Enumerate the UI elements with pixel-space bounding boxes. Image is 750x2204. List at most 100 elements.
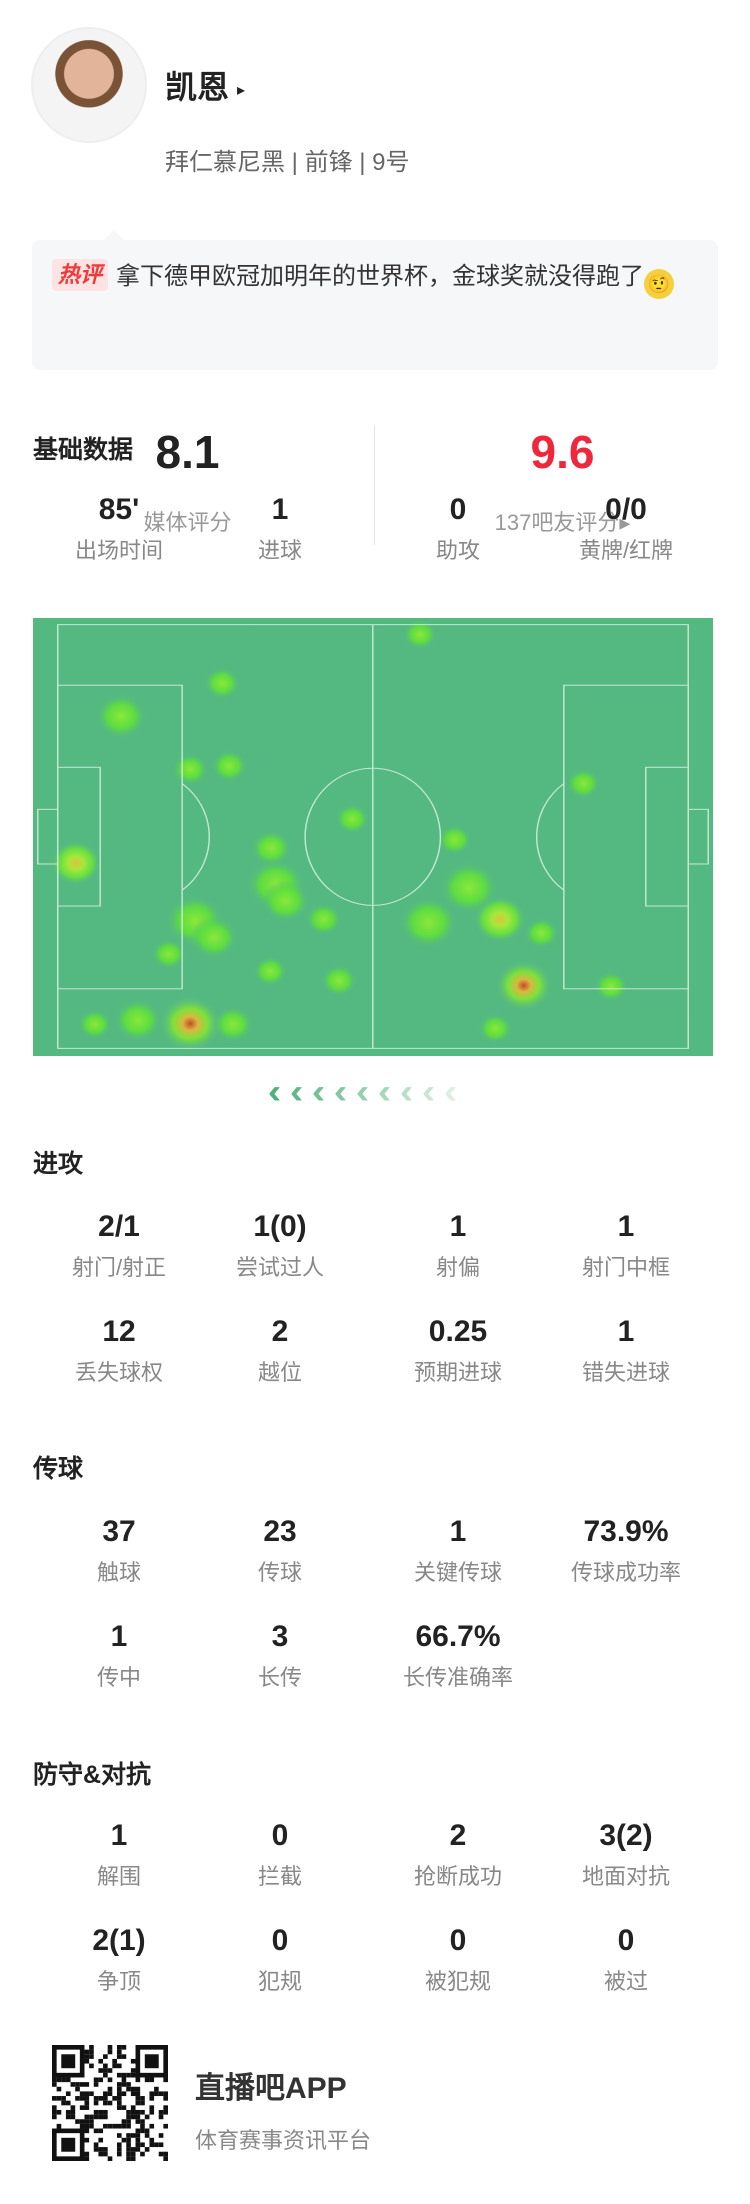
chevron-left-icon: ‹ <box>311 1073 326 1111</box>
heat-spot <box>594 971 628 1002</box>
stat-value: 1 <box>271 493 289 526</box>
stat-label: 拦截 <box>257 1864 302 1889</box>
stat-attack-3: 1 射门中框 <box>536 1210 716 1282</box>
stat-passing-2: 1 关键传球 <box>368 1515 548 1587</box>
stat-label: 传球成功率 <box>570 1560 681 1585</box>
stat-value: 12 <box>102 1315 136 1348</box>
player-info: 拜仁慕尼黑 | 前锋 | 9号 <box>165 149 410 176</box>
stat-attack-0: 2/1 射门/射正 <box>29 1210 209 1282</box>
stat-label: 争顶 <box>96 1969 141 1994</box>
stat-value: 3(2) <box>599 1819 653 1852</box>
stat-label: 越位 <box>257 1360 302 1385</box>
heat-spot <box>95 694 147 739</box>
stat-label: 错失进球 <box>581 1360 670 1385</box>
stat-defense-5: 0 犯规 <box>190 1924 370 1996</box>
stat-attack-2: 1 射偏 <box>368 1210 548 1282</box>
media-score: 8.1 <box>155 426 220 478</box>
heat-spot <box>213 1006 254 1042</box>
stat-value: 2 <box>271 1315 289 1348</box>
stat-value: 0.25 <box>428 1315 488 1348</box>
stat-attack-7: 1 错失进球 <box>536 1315 716 1387</box>
stat-passing-5: 3 长传 <box>190 1620 370 1692</box>
attack-direction-arrows: ‹ ‹ ‹ ‹ ‹ ‹ ‹ ‹ ‹ <box>268 1073 468 1111</box>
stat-basic-3: 0/0 黄牌/红牌 <box>536 493 716 565</box>
stat-passing-6: 66.7% 长传准确率 <box>368 1620 548 1692</box>
stat-label: 被过 <box>603 1969 648 1994</box>
chevron-left-icon: ‹ <box>399 1073 414 1111</box>
stat-attack-5: 2 越位 <box>190 1315 370 1387</box>
stat-defense-3: 3(2) 地面对抗 <box>536 1819 716 1891</box>
stat-defense-0: 1 解围 <box>29 1819 209 1891</box>
section-title-basic: 基础数据 <box>33 436 134 464</box>
stat-defense-2: 2 抢断成功 <box>368 1819 548 1891</box>
stat-attack-1: 1(0) 尝试过人 <box>190 1210 370 1282</box>
hot-comment-text: 拿下德甲欧冠加明年的世界杯，金球奖就没得跑了 <box>116 263 645 290</box>
stat-label: 尝试过人 <box>235 1255 324 1280</box>
stat-label: 关键传球 <box>413 1560 502 1585</box>
qr-code[interactable] <box>52 2045 168 2161</box>
passing-stats: 37 触球 23 传球 1 关键传球 73.9% 传球成功率 1 传中 3 长传 66.7% 长传准确率 <box>0 1515 750 1690</box>
heat-spot <box>204 667 241 699</box>
stat-label: 触球 <box>96 1560 141 1585</box>
heat-spot <box>305 903 342 936</box>
fan-rating[interactable]: 9.6 137吧友评分▸ <box>375 425 750 537</box>
stat-label: 抢断成功 <box>413 1864 502 1889</box>
stat-value: 1 <box>449 1210 467 1243</box>
stat-basic-1: 1 进球 <box>190 493 370 565</box>
player-name[interactable]: 凯恩 ▸ <box>165 62 245 108</box>
stat-value: 2/1 <box>98 1210 140 1243</box>
stat-value: 1 <box>110 1819 128 1852</box>
stat-label: 射门中框 <box>581 1255 670 1280</box>
heat-spot <box>478 1013 513 1044</box>
stat-label: 长传准确率 <box>402 1665 513 1690</box>
stat-value: 85' <box>98 493 140 526</box>
stat-attack-4: 12 丢失球权 <box>29 1315 209 1387</box>
emoji-icon: 🤨 <box>644 269 675 299</box>
app-name: 直播吧APP <box>195 2072 347 2105</box>
heat-spot <box>321 964 357 997</box>
hot-comment-badge: 热评 <box>52 259 109 291</box>
stat-passing-3: 73.9% 传球成功率 <box>536 1515 716 1587</box>
attack-stats: 2/1 射门/射正 1(0) 尝试过人 1 射偏 1 射门中框 12 丢失球权 2 越位 0.25 预期进… <box>0 1210 750 1385</box>
stat-label: 传中 <box>96 1665 141 1690</box>
stat-value: 66.7% <box>415 1620 501 1653</box>
stat-value: 3 <box>271 1620 289 1653</box>
stat-label: 射偏 <box>435 1255 480 1280</box>
stat-defense-7: 0 被过 <box>536 1924 716 1996</box>
stat-defense-6: 0 被犯规 <box>368 1924 548 1996</box>
stat-label: 预期进球 <box>413 1360 502 1385</box>
stat-label: 传球 <box>257 1560 302 1585</box>
stat-value: 0 <box>271 1819 289 1852</box>
stat-value: 73.9% <box>583 1515 669 1548</box>
section-title-attack: 进攻 <box>33 1150 84 1178</box>
stat-label: 射门/射正 <box>71 1255 167 1280</box>
heatmap-pitch <box>33 618 713 1056</box>
media-label: 媒体评分 <box>143 510 232 535</box>
heat-spot <box>335 804 370 834</box>
divider <box>374 425 375 545</box>
stat-label: 进球 <box>257 538 302 563</box>
stat-passing-0: 37 触球 <box>29 1515 209 1587</box>
heat-spot <box>158 995 222 1052</box>
heat-spot <box>261 880 310 922</box>
heat-spot <box>566 768 601 799</box>
stat-label: 解围 <box>96 1864 141 1889</box>
stat-label: 犯规 <box>257 1969 302 1994</box>
stat-value: 0 <box>449 493 467 526</box>
heatmap-svg <box>37 619 709 1052</box>
heat-spot <box>437 824 472 855</box>
arrow-right-icon: ▸ <box>237 81 246 99</box>
heat-spot <box>172 753 209 786</box>
stat-label: 助攻 <box>435 538 480 563</box>
defense-stats: 1 解围 0 拦截 2 抢断成功 3(2) 地面对抗 2(1) 争顶 0 犯规 0 被犯规 0 被过 <box>0 1819 750 1994</box>
player-avatar[interactable] <box>31 27 147 143</box>
stat-label: 出场时间 <box>74 538 163 563</box>
stat-label: 地面对抗 <box>581 1864 670 1889</box>
hot-comment[interactable]: 热评 拿下德甲欧冠加明年的世界杯，金球奖就没得跑了 🤨 <box>32 230 718 370</box>
stat-defense-1: 0 拦截 <box>190 1819 370 1891</box>
chevron-left-icon: ‹ <box>355 1073 370 1111</box>
stat-value: 0/0 <box>605 493 647 526</box>
stat-attack-6: 0.25 预期进球 <box>368 1315 548 1387</box>
chevron-left-icon: ‹ <box>377 1073 392 1111</box>
fan-label: 137吧友评分▸ <box>494 510 631 535</box>
